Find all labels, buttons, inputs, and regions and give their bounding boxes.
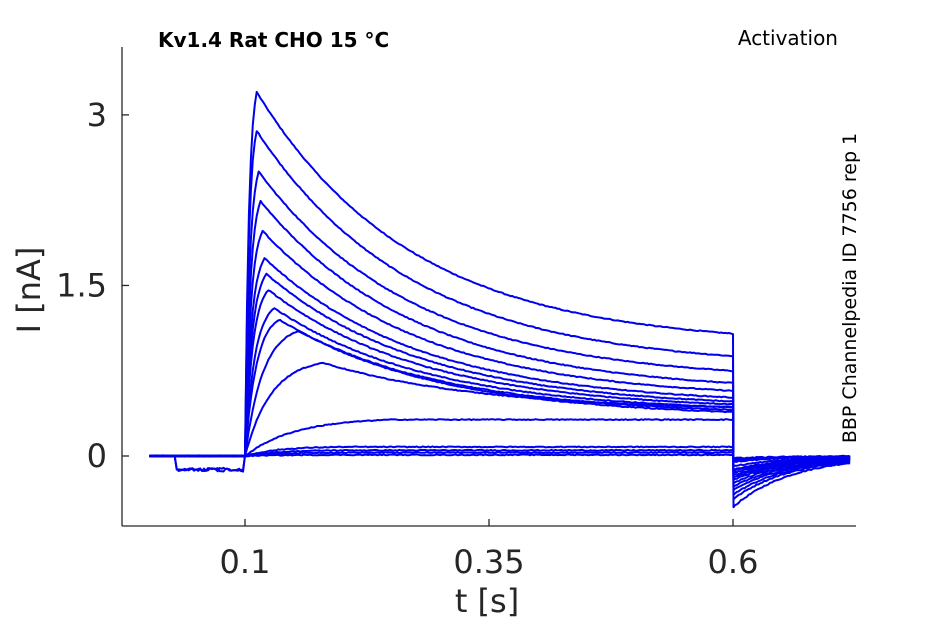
current-trace — [149, 318, 851, 475]
side-label: BBP Channelpedia ID 7756 rep 1 — [839, 133, 861, 443]
current-trace — [148, 130, 851, 501]
current-trace — [149, 272, 851, 481]
x-ticks-group: 0.1 0.35 0.6 — [220, 519, 759, 581]
current-trace — [149, 451, 851, 461]
x-tick-label: 0.35 — [453, 543, 524, 581]
current-trace — [149, 418, 851, 468]
current-trace — [149, 289, 851, 479]
current-trace — [149, 257, 851, 485]
y-ticks-group: 01.53 — [56, 96, 129, 475]
current-trace — [149, 229, 851, 488]
x-tick-label: 0.1 — [220, 543, 271, 581]
y-tick-label: 0 — [87, 437, 107, 475]
current-trace — [149, 330, 851, 472]
chart-title-left: Kv1.4 Rat CHO 15 °C — [158, 28, 389, 52]
current-trace — [149, 453, 851, 460]
y-axis-label: I [nA] — [10, 247, 48, 334]
y-tick-label: 3 — [87, 96, 107, 134]
x-tick-label: 0.6 — [708, 543, 759, 581]
x-axis-label: t [s] — [455, 582, 519, 620]
current-trace — [149, 90, 851, 509]
current-trace — [149, 170, 851, 496]
current-trace — [149, 199, 851, 492]
current-trace — [149, 445, 851, 463]
current-trace — [149, 307, 851, 477]
y-tick-label: 1.5 — [56, 266, 107, 304]
current-trace — [149, 361, 851, 471]
current-trace — [149, 448, 851, 462]
chart-title-right: Activation — [738, 26, 838, 50]
traces-group — [148, 90, 851, 509]
